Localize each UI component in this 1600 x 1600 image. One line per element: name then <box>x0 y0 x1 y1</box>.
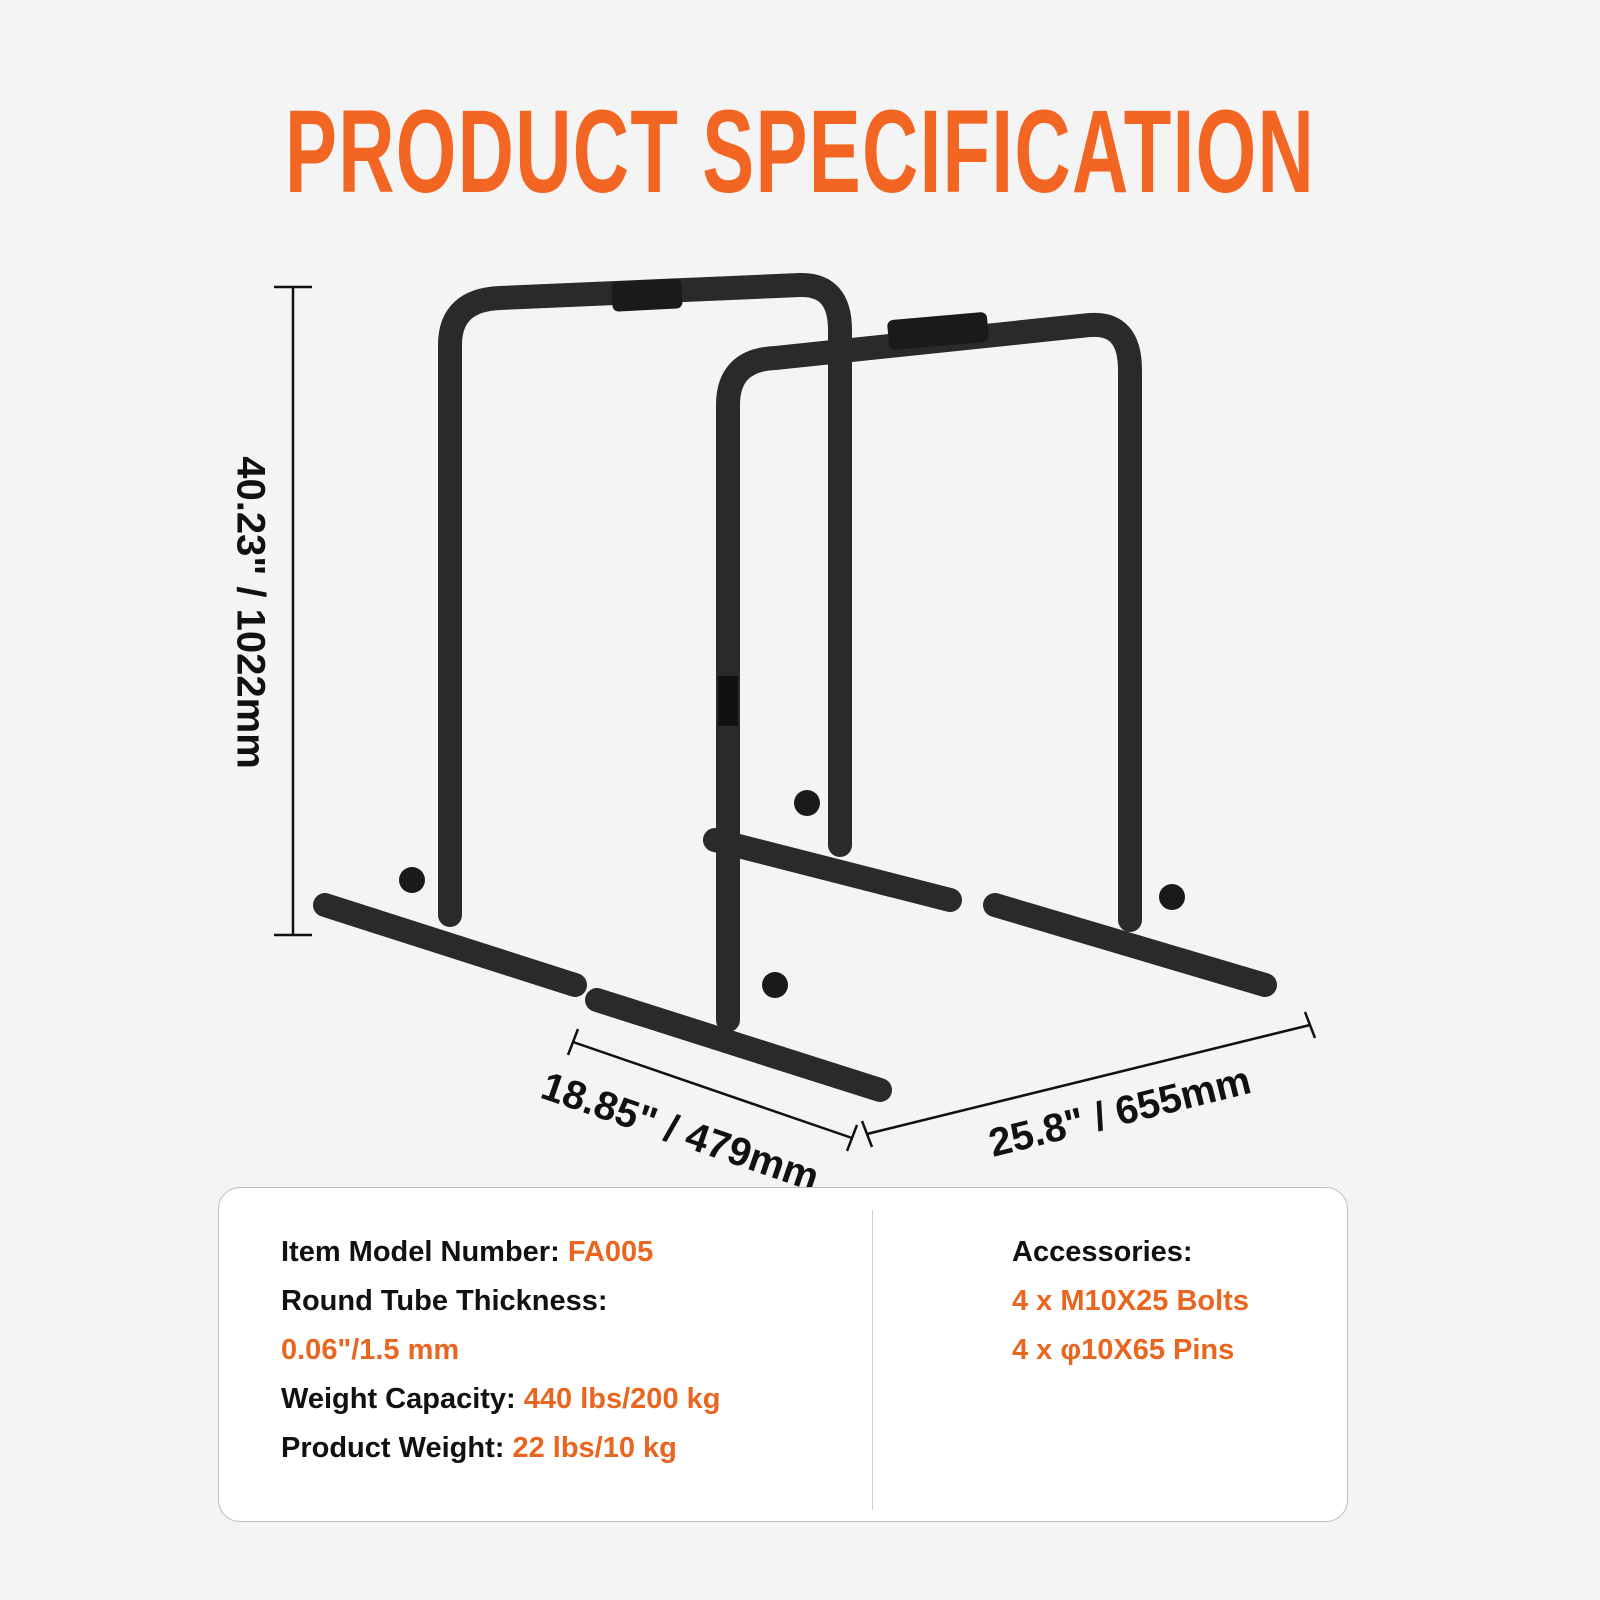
spec-capacity: Weight Capacity: 440 lbs/200 kg <box>281 1383 721 1415</box>
knob-icon <box>399 867 425 893</box>
spec-weight: Product Weight: 22 lbs/10 kg <box>281 1432 677 1464</box>
accessories-list: Accessories: 4 x M10X25 Bolts 4 x φ10X65… <box>1012 1232 1249 1379</box>
knob-icon <box>762 972 788 998</box>
accessory-item: 4 x M10X25 Bolts <box>1012 1285 1249 1317</box>
width-dimension-line <box>866 1023 1311 1136</box>
height-dimension-label: 40.23" / 1022mm <box>228 456 273 769</box>
base-bar <box>703 828 962 912</box>
spec-tube-label: Round Tube Thickness: <box>281 1285 608 1317</box>
spec-list: Item Model Number: FA005 Round Tube Thic… <box>281 1232 720 1477</box>
spec-tube-value: 0.06"/1.5 mm <box>281 1334 460 1366</box>
dip-station-back <box>438 273 852 927</box>
depth-dimension-line <box>572 1040 853 1140</box>
base-bar <box>983 893 1277 997</box>
accessories-label: Accessories: <box>1012 1236 1193 1268</box>
page-title: PRODUCT SPECIFICATION <box>284 86 1316 218</box>
accessory-item: 4 x φ10X65 Pins <box>1012 1334 1235 1366</box>
base-bar <box>313 893 587 997</box>
knob-icon <box>794 790 820 816</box>
brand-label <box>718 676 738 726</box>
spec-panel: Item Model Number: FA005 Round Tube Thic… <box>218 1187 1348 1522</box>
knob-icon <box>1159 884 1185 910</box>
spec-model: Item Model Number: FA005 <box>281 1236 654 1268</box>
base-bar <box>585 988 892 1102</box>
divider <box>872 1210 873 1510</box>
dip-station-front <box>716 312 1142 1032</box>
